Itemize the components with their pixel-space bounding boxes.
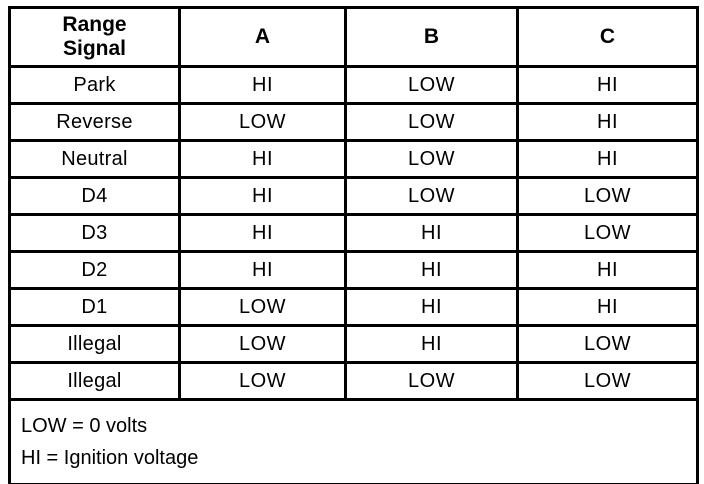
signal-c-cell: HI [516,287,699,327]
range-cell: Park [8,65,181,105]
range-cell: D4 [8,176,181,216]
signal-a-cell: HI [178,139,347,179]
table-row: Illegal LOW HI LOW [8,324,699,364]
signal-c-cell: HI [516,65,699,105]
range-cell: Illegal [8,361,181,401]
signal-b-cell: LOW [344,176,519,216]
range-cell: D1 [8,287,181,327]
signal-a-cell: HI [178,250,347,290]
table-row: Park HI LOW HI [8,65,699,105]
table-row: Illegal LOW LOW LOW [8,361,699,401]
signal-a-cell: LOW [178,361,347,401]
legend-cell: LOW = 0 volts HI = Ignition voltage [8,398,699,484]
signal-c-cell: HI [516,250,699,290]
table-row: D2 HI HI HI [8,250,699,290]
signal-a-cell: LOW [178,102,347,142]
signal-a-cell: HI [178,65,347,105]
signal-c-cell: LOW [516,213,699,253]
signal-b-cell: HI [344,213,519,253]
table-row: Reverse LOW LOW HI [8,102,699,142]
header-range-line2: Signal [62,37,126,60]
table-row: D4 HI LOW LOW [8,176,699,216]
header-col-a: A [178,6,347,68]
signal-b-cell: HI [344,250,519,290]
signal-b-cell: LOW [344,102,519,142]
header-range-signal: Range Signal [8,6,181,68]
range-cell: Reverse [8,102,181,142]
range-cell: D2 [8,250,181,290]
table-row: Neutral HI LOW HI [8,139,699,179]
signal-b-cell: HI [344,324,519,364]
signal-c-cell: LOW [516,361,699,401]
header-col-b: B [344,6,519,68]
legend-row: LOW = 0 volts HI = Ignition voltage [8,398,699,484]
signal-b-cell: LOW [344,65,519,105]
signal-a-cell: LOW [178,324,347,364]
range-cell: D3 [8,213,181,253]
signal-a-cell: HI [178,176,347,216]
signal-b-cell: LOW [344,361,519,401]
table-row: D1 LOW HI HI [8,287,699,327]
header-range-line1: Range [62,12,127,36]
table-header-row: Range Signal A B C [8,6,699,68]
signal-c-cell: LOW [516,324,699,364]
signal-c-cell: HI [516,139,699,179]
range-signal-table: Range Signal A B C Park HI LOW HI Revers… [8,6,699,484]
signal-b-cell: HI [344,287,519,327]
table-row: D3 HI HI LOW [8,213,699,253]
range-cell: Neutral [8,139,181,179]
signal-c-cell: LOW [516,176,699,216]
legend-low-definition: LOW = 0 volts [21,415,148,437]
legend-hi-definition: HI = Ignition voltage [21,447,199,469]
signal-a-cell: LOW [178,287,347,327]
range-cell: Illegal [8,324,181,364]
header-col-c: C [516,6,699,68]
signal-a-cell: HI [178,213,347,253]
signal-c-cell: HI [516,102,699,142]
signal-b-cell: LOW [344,139,519,179]
